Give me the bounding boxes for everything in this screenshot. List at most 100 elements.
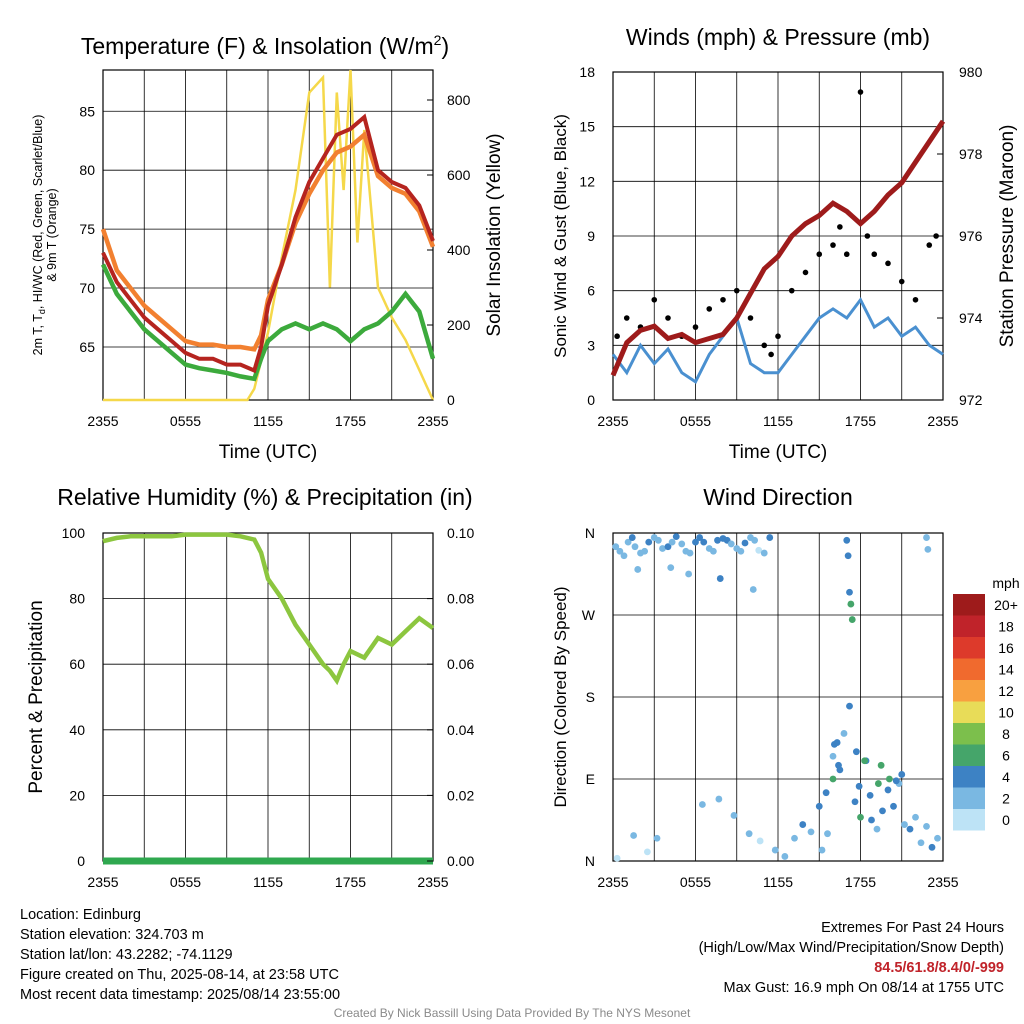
direction-point <box>884 786 892 794</box>
panel2-ytick-label: 6 <box>587 283 595 299</box>
speed-legend-swatch <box>953 744 985 766</box>
dewpoint-line <box>100 263 436 382</box>
panel4-xtick-label: 2355 <box>927 874 958 890</box>
extremes-info: Extremes For Past 24 Hours (High/Low/Max… <box>699 918 1004 998</box>
panel1-xtick-label: 0555 <box>170 413 201 429</box>
direction-point <box>829 775 837 783</box>
panel4-ytick-label: W <box>582 607 596 623</box>
insolation-line <box>103 69 435 402</box>
panel2-series <box>610 89 946 384</box>
direction-point <box>634 566 642 573</box>
gust-point <box>692 324 699 330</box>
panel2-title: Winds (mph) & Pressure (mb) <box>626 24 930 50</box>
direction-point <box>716 575 724 582</box>
panel1-xtick-label: 1155 <box>253 413 283 429</box>
speed-legend-label: 0 <box>1002 812 1010 828</box>
gust-point <box>775 333 781 340</box>
speed-legend: 20+ 18 16 14 12 10 8 6 4 2 0 <box>953 594 1018 831</box>
panel2-ytick-label: 0 <box>587 392 595 408</box>
panel1-ytick-label: 75 <box>79 221 95 237</box>
speed-legend-label: 2 <box>1002 790 1010 806</box>
gust-point <box>912 296 919 303</box>
panel3-y2tick-label: 0.06 <box>447 656 474 672</box>
panel3-title: Relative Humidity (%) & Precipitation (i… <box>57 484 472 510</box>
direction-point <box>659 545 666 552</box>
speed-legend-swatch <box>953 680 985 702</box>
panel2-xtick-label: 0555 <box>680 413 711 429</box>
panel1-xtick-label: 2355 <box>87 413 118 429</box>
latlon-text: Station lat/lon: 43.2282; -74.1129 <box>20 947 233 963</box>
panel1-y2label: Solar Insolation (Yellow) <box>484 133 505 336</box>
gust-point <box>898 278 905 285</box>
gust-point <box>816 251 823 258</box>
gust-point <box>933 233 939 239</box>
direction-point <box>843 536 851 544</box>
panel3-xtick-label: 2355 <box>87 874 118 890</box>
panel1-ytick-label: 85 <box>79 103 95 119</box>
panel3-y2tick-label: 0.10 <box>447 525 474 541</box>
direction-point <box>628 534 636 541</box>
gust-point <box>864 233 871 239</box>
panel4-title: Wind Direction <box>703 484 853 510</box>
direction-point <box>917 839 925 847</box>
panel1-y2tick-label: 0 <box>447 392 455 408</box>
direction-point <box>715 795 723 803</box>
direction-point <box>836 766 844 774</box>
panel1-series <box>100 69 436 402</box>
gust-point <box>706 306 713 312</box>
panel4-xtick-label: 1755 <box>845 874 876 890</box>
direction-point <box>877 761 885 769</box>
direction-point <box>714 536 721 544</box>
panel2-ytick-label: 15 <box>579 119 595 135</box>
direction-point <box>756 837 764 845</box>
created-text: Figure created on Thu, 2025-08-14, at 23… <box>20 967 339 983</box>
panel1-ylabel-line2: & 9m T (Orange) <box>45 188 59 281</box>
speed-legend-swatch <box>953 723 985 745</box>
direction-point <box>749 586 757 593</box>
direction-point <box>861 757 869 765</box>
panel1-ytick-label: 65 <box>79 339 95 355</box>
direction-point <box>696 534 704 541</box>
gust-point <box>843 251 850 258</box>
direction-point <box>892 777 900 785</box>
direction-point <box>771 846 779 854</box>
direction-point <box>848 616 856 623</box>
gust-point <box>802 269 809 276</box>
panel1-y2tick-label: 200 <box>447 317 471 333</box>
gust-point <box>885 260 891 267</box>
direction-point <box>844 552 852 560</box>
panel2-y2tick-label: 972 <box>959 392 983 408</box>
panel2-ytick-label: 12 <box>579 173 595 189</box>
speed-legend-label: 20+ <box>994 597 1018 613</box>
direction-point <box>630 832 638 839</box>
direction-point <box>851 798 859 806</box>
panel3-ytick-label: 20 <box>69 787 85 803</box>
panel3-ytick-label: 60 <box>69 656 85 672</box>
direction-point <box>631 543 639 551</box>
extremes-subtitle: (High/Low/Max Wind/Precipitation/Snow De… <box>698 940 1004 956</box>
extremes-title: Extremes For Past 24 Hours <box>821 920 1004 936</box>
panel2-ticks: 2355 0555 1155 1755 235503691215189729749769… <box>579 64 982 429</box>
speed-legend-label: 8 <box>1002 726 1010 742</box>
panel4-xtick-label: 1155 <box>763 874 793 890</box>
recent-data-text: Most recent data timestamp: 2025/08/14 2… <box>20 987 341 1003</box>
panel3-ticks: 2355 0555 1155 1755 23550204060801000.000.02… <box>62 525 475 890</box>
panel4-ytick-label: N <box>585 853 595 869</box>
panel1-ylabel: 2m T, Td, HI/WC (Red, Green, Scarlet/Blu… <box>31 115 47 356</box>
direction-point <box>700 538 708 546</box>
direction-point <box>760 549 768 557</box>
direction-point <box>846 702 853 710</box>
direction-point <box>934 834 941 842</box>
direction-point <box>874 780 882 787</box>
direction-point <box>923 534 930 541</box>
direction-point <box>645 538 653 546</box>
panel2-grid <box>612 71 944 401</box>
panel2-y2tick-label: 980 <box>959 64 983 80</box>
direction-point <box>815 802 823 810</box>
speed-legend-swatch <box>953 594 985 616</box>
panel2-y2tick-label: 976 <box>959 228 983 244</box>
gust-point <box>857 89 864 95</box>
direction-point <box>873 825 881 833</box>
speed-legend-label: 14 <box>998 661 1014 677</box>
direction-point <box>613 854 621 862</box>
